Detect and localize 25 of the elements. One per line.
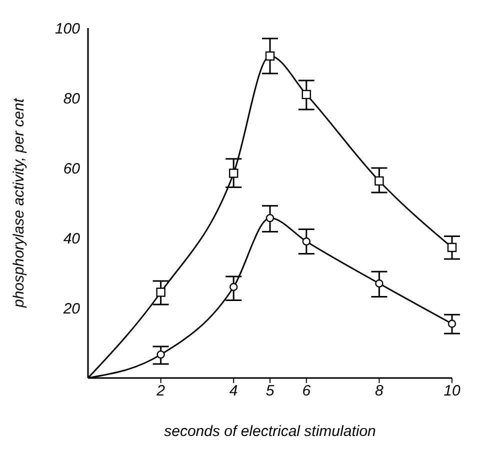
y-axis-title: phosphorylase activity, per cent <box>10 98 28 308</box>
y-tick-label: 40 <box>63 230 81 248</box>
x-tick-label: 6 <box>302 382 312 400</box>
x-tick-label: 10 <box>444 382 461 400</box>
point <box>265 51 275 61</box>
point <box>375 279 384 288</box>
x-tick-label: 4 <box>229 382 238 400</box>
point <box>266 214 274 222</box>
point <box>302 237 310 246</box>
point <box>229 168 238 178</box>
point <box>302 90 311 100</box>
y-tick-label: 20 <box>62 300 81 318</box>
x-tick-label: 2 <box>156 382 166 400</box>
point <box>374 176 384 186</box>
x-axis-title: seconds of electrical stimulation <box>164 423 376 440</box>
point <box>230 282 238 292</box>
y-tick-label: 80 <box>63 90 81 108</box>
x-tick-label: 5 <box>266 382 275 400</box>
point <box>447 242 457 252</box>
point <box>156 350 165 359</box>
point <box>156 288 166 297</box>
x-tick-label: 8 <box>375 382 384 400</box>
y-tick-label: 60 <box>63 160 81 178</box>
point <box>448 320 456 328</box>
y-tick-label: 100 <box>54 20 81 38</box>
